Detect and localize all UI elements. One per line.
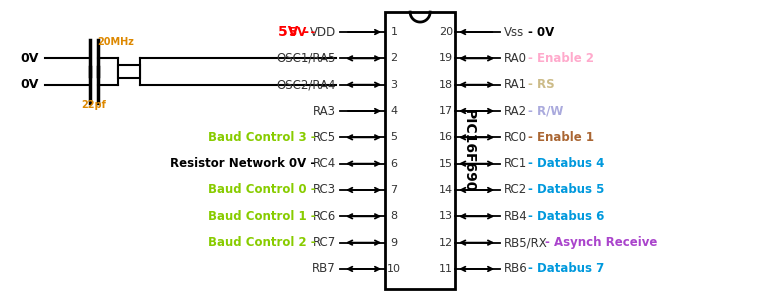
Text: - RS: - RS: [527, 78, 554, 91]
Text: 7: 7: [391, 185, 398, 195]
Text: 5V -: 5V -: [289, 26, 316, 39]
Text: 10: 10: [387, 264, 401, 274]
Text: - Databus 7: - Databus 7: [527, 262, 604, 275]
Text: RC1: RC1: [504, 157, 527, 170]
Text: 22pf: 22pf: [82, 100, 107, 110]
Text: RC6: RC6: [313, 210, 336, 223]
Text: Vss: Vss: [504, 26, 524, 39]
Text: RC2: RC2: [504, 184, 527, 197]
Text: RC3: RC3: [313, 184, 336, 197]
Text: RA1: RA1: [504, 78, 527, 91]
Text: Resistor Network 0V -: Resistor Network 0V -: [170, 157, 316, 170]
Text: RC0: RC0: [504, 131, 527, 144]
Text: RB4: RB4: [504, 210, 528, 223]
Text: RC4: RC4: [313, 157, 336, 170]
Text: RA2: RA2: [504, 104, 527, 117]
Text: 13: 13: [439, 211, 453, 221]
Text: 14: 14: [439, 185, 454, 195]
Text: 4: 4: [391, 106, 398, 116]
Text: 20: 20: [439, 27, 454, 37]
Text: RB6: RB6: [504, 262, 528, 275]
Text: - Asynch Receive: - Asynch Receive: [545, 236, 657, 249]
Text: Baud Control 0 -: Baud Control 0 -: [208, 184, 316, 197]
Bar: [118, 65, 140, 78]
Text: - Enable 1: - Enable 1: [527, 131, 594, 144]
Text: Baud Control 3 -: Baud Control 3 -: [208, 131, 316, 144]
Text: 8: 8: [391, 211, 398, 221]
Text: 5: 5: [391, 132, 398, 142]
Text: 12: 12: [439, 237, 454, 248]
Text: Baud Control 2 -: Baud Control 2 -: [208, 236, 316, 249]
Text: - Databus 6: - Databus 6: [527, 210, 604, 223]
Text: 6: 6: [391, 159, 398, 169]
Text: OSC2/RA4: OSC2/RA4: [277, 78, 336, 91]
Text: 16: 16: [439, 132, 453, 142]
Text: RC7: RC7: [313, 236, 336, 249]
Text: - 0V: - 0V: [527, 26, 554, 39]
Text: Baud Control 1 -: Baud Control 1 -: [208, 210, 316, 223]
Text: 17: 17: [439, 106, 454, 116]
Text: - Enable 2: - Enable 2: [527, 52, 594, 65]
Text: RB5/RX: RB5/RX: [504, 236, 548, 249]
Text: RA0: RA0: [504, 52, 527, 65]
Text: 15: 15: [439, 159, 453, 169]
Text: - Databus 5: - Databus 5: [527, 184, 604, 197]
Text: RB7: RB7: [312, 262, 336, 275]
Text: - R/W: - R/W: [527, 104, 563, 117]
Text: 9: 9: [391, 237, 398, 248]
Text: 0V: 0V: [21, 78, 39, 91]
Text: OSC1/RA5: OSC1/RA5: [277, 52, 336, 65]
Text: 18: 18: [439, 80, 454, 90]
Text: RA3: RA3: [313, 104, 336, 117]
Text: 19: 19: [439, 53, 454, 64]
Text: 2: 2: [391, 53, 398, 64]
Text: 5V -: 5V -: [279, 25, 310, 39]
Text: - Databus 4: - Databus 4: [527, 157, 604, 170]
Text: VDD: VDD: [310, 26, 336, 39]
Text: 20MHz: 20MHz: [97, 37, 135, 47]
Text: 11: 11: [439, 264, 453, 274]
Text: 0V: 0V: [21, 52, 39, 65]
Text: RC5: RC5: [313, 131, 336, 144]
Bar: [385, 12, 455, 289]
Text: PIC16F690: PIC16F690: [462, 109, 476, 192]
Text: 1: 1: [391, 27, 398, 37]
Text: 3: 3: [391, 80, 398, 90]
